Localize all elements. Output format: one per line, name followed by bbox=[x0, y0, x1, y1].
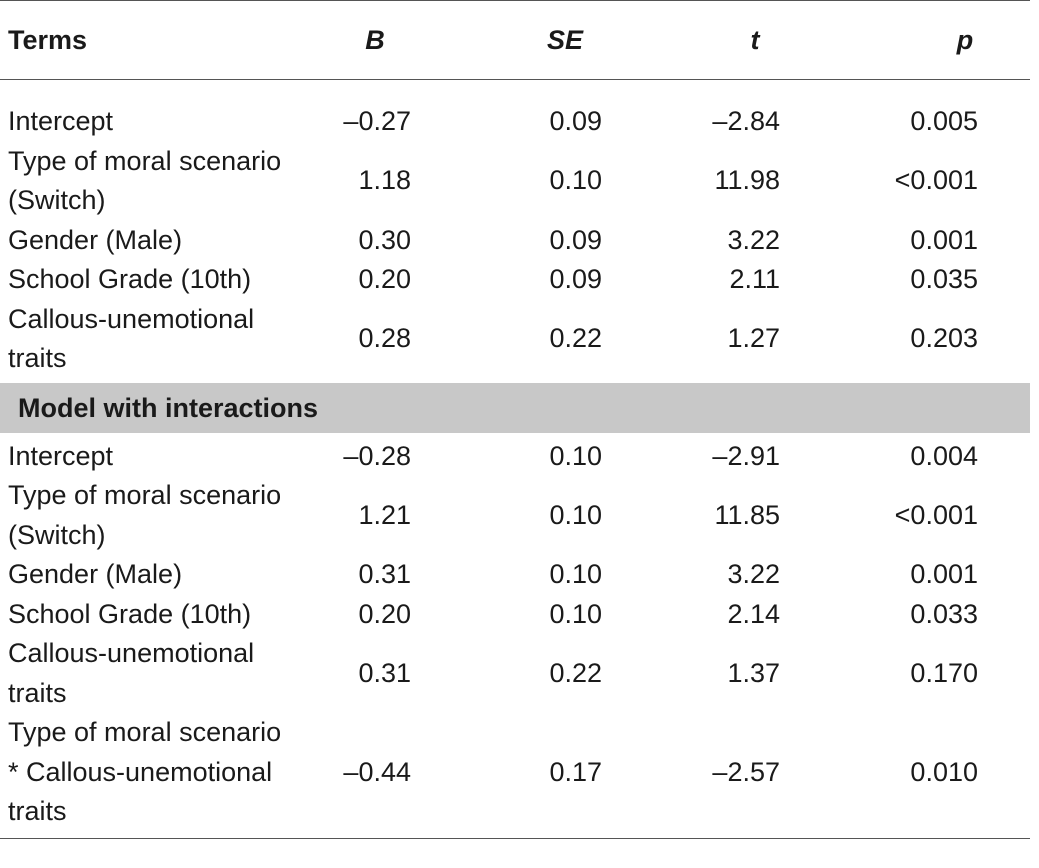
term-cell: School Grade (10th) bbox=[8, 598, 252, 629]
p-cell: <0.001 bbox=[894, 165, 978, 196]
b-cell: 1.21 bbox=[358, 499, 411, 530]
term-cell: School Grade (10th) bbox=[8, 264, 252, 294]
p-cell: 0.004 bbox=[910, 440, 978, 471]
b-cell: –0.44 bbox=[343, 756, 411, 787]
b-cell: 1.18 bbox=[358, 165, 411, 196]
term-cell: Callous-unemotional traits bbox=[8, 638, 255, 708]
se-cell: 0.10 bbox=[549, 598, 602, 629]
table-row: Type of moral scenario (Switch) 1.18 0.1… bbox=[0, 142, 1030, 221]
se-cell: 0.22 bbox=[549, 657, 602, 688]
b-cell: 0.20 bbox=[358, 264, 411, 294]
b-cell: 0.30 bbox=[358, 224, 411, 255]
t-cell: –2.57 bbox=[712, 756, 780, 787]
section-title: Model with interactions bbox=[0, 382, 1030, 433]
se-cell: 0.09 bbox=[549, 224, 602, 255]
term-cell: Intercept bbox=[8, 440, 114, 471]
regression-table: Terms B SE t p Intercept –0.27 0.09 –2.8… bbox=[0, 0, 1030, 838]
interaction-model-body: Intercept –0.28 0.10 –2.91 0.004 Type of… bbox=[0, 433, 1030, 838]
b-cell: 0.31 bbox=[358, 657, 411, 688]
se-cell: 0.17 bbox=[549, 756, 602, 787]
t-cell: 3.22 bbox=[727, 559, 780, 589]
header-row: Terms B SE t p bbox=[0, 0, 1030, 80]
term-cell: Callous-unemotional traits bbox=[8, 303, 255, 374]
t-cell: 11.98 bbox=[714, 165, 780, 196]
p-cell: 0.001 bbox=[910, 224, 978, 255]
header-terms: Terms bbox=[8, 24, 88, 55]
table-row: Gender (Male) 0.31 0.10 3.22 0.001 bbox=[0, 555, 1030, 595]
p-cell: 0.010 bbox=[910, 756, 978, 787]
table-row: School Grade (10th) 0.20 0.09 2.11 0.035 bbox=[0, 260, 1030, 300]
term-cell: Type of moral scenario (Switch) bbox=[8, 480, 282, 550]
se-cell: 0.22 bbox=[549, 323, 602, 354]
header-p: p bbox=[956, 24, 974, 55]
p-cell: 0.001 bbox=[910, 559, 978, 589]
header-b: B bbox=[365, 24, 385, 55]
table-row: Intercept –0.27 0.09 –2.84 0.005 bbox=[0, 80, 1030, 142]
b-cell: –0.27 bbox=[343, 106, 411, 136]
table-row: School Grade (10th) 0.20 0.10 2.14 0.033 bbox=[0, 595, 1030, 635]
p-cell: 0.203 bbox=[910, 323, 978, 354]
table-header: Terms B SE t p bbox=[0, 0, 1030, 80]
table-row: Gender (Male) 0.30 0.09 3.22 0.001 bbox=[0, 221, 1030, 261]
term-cell: Intercept bbox=[8, 106, 114, 136]
header-t: t bbox=[750, 24, 760, 55]
p-cell: 0.170 bbox=[910, 657, 978, 688]
p-cell: <0.001 bbox=[894, 499, 978, 530]
p-cell: 0.005 bbox=[910, 106, 978, 136]
se-cell: 0.10 bbox=[549, 499, 602, 530]
t-cell: 2.14 bbox=[727, 598, 780, 629]
se-cell: 0.10 bbox=[549, 165, 602, 196]
se-cell: 0.09 bbox=[549, 264, 602, 294]
table-row: Callous-unemotional traits 0.31 0.22 1.3… bbox=[0, 634, 1030, 713]
table-row: Type of moral scenario * Callous-unemoti… bbox=[0, 713, 1030, 838]
section-divider: Model with interactions bbox=[0, 382, 1030, 433]
p-cell: 0.033 bbox=[910, 598, 978, 629]
t-cell: 3.22 bbox=[727, 224, 780, 255]
t-cell: 11.85 bbox=[714, 499, 780, 530]
se-cell: 0.10 bbox=[549, 559, 602, 589]
term-cell: Gender (Male) bbox=[8, 224, 183, 255]
se-cell: 0.09 bbox=[549, 106, 602, 136]
b-cell: 0.31 bbox=[358, 559, 411, 589]
term-cell: Gender (Male) bbox=[8, 559, 183, 589]
term-cell: Type of moral scenario * Callous-unemoti… bbox=[8, 717, 282, 826]
table-row: Callous-unemotional traits 0.28 0.22 1.2… bbox=[0, 300, 1030, 383]
section-header-row: Model with interactions bbox=[0, 382, 1030, 433]
t-cell: –2.91 bbox=[712, 440, 780, 471]
b-cell: 0.28 bbox=[358, 323, 411, 354]
p-cell: 0.035 bbox=[910, 264, 978, 294]
table-row: Intercept –0.28 0.10 –2.91 0.004 bbox=[0, 433, 1030, 477]
se-cell: 0.10 bbox=[549, 440, 602, 471]
header-se: SE bbox=[546, 24, 584, 55]
t-cell: 1.37 bbox=[727, 657, 780, 688]
main-model-body: Intercept –0.27 0.09 –2.84 0.005 Type of… bbox=[0, 80, 1030, 383]
b-cell: 0.20 bbox=[358, 598, 411, 629]
t-cell: 2.11 bbox=[729, 264, 780, 294]
t-cell: 1.27 bbox=[727, 323, 780, 354]
term-cell: Type of moral scenario (Switch) bbox=[8, 145, 282, 216]
b-cell: –0.28 bbox=[343, 440, 411, 471]
t-cell: –2.84 bbox=[712, 106, 780, 136]
table-row: Type of moral scenario (Switch) 1.21 0.1… bbox=[0, 476, 1030, 555]
regression-table-container: Terms B SE t p Intercept –0.27 0.09 –2.8… bbox=[0, 0, 1030, 838]
